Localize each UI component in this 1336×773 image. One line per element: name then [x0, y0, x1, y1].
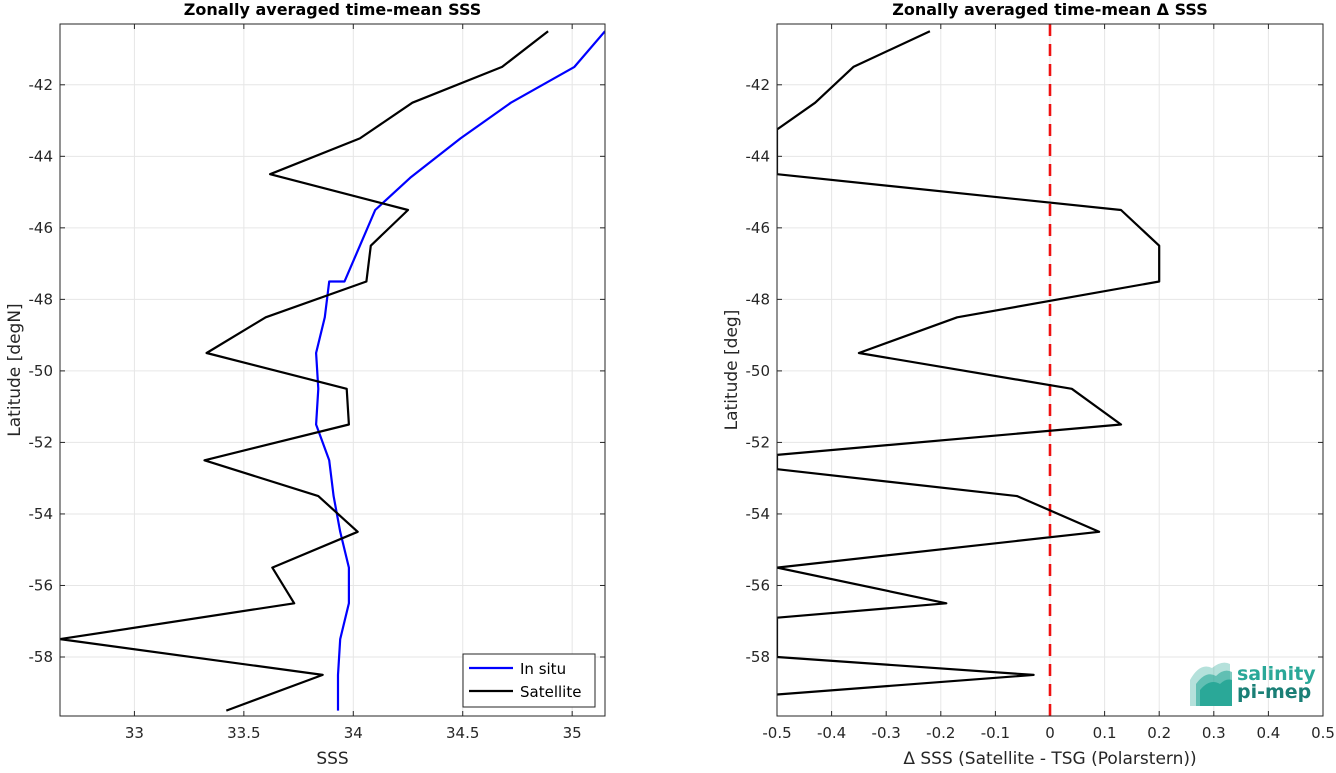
logo-line-2: pi-mep [1237, 681, 1311, 703]
x-tick-label: 0.3 [1202, 724, 1226, 742]
x-tick-label: 35 [563, 724, 582, 742]
legend-label-satellite: Satellite [520, 683, 581, 701]
chart-title: Zonally averaged time-mean Δ SSS [892, 0, 1208, 19]
y-tick-label: -54 [746, 505, 771, 523]
x-tick-label: 0.2 [1147, 724, 1171, 742]
y-tick-label: -58 [29, 648, 54, 666]
y-tick-label: -46 [746, 219, 771, 237]
series-line-in-situ [315, 30, 605, 711]
x-tick-label: 0 [1045, 724, 1055, 742]
y-tick-label: -54 [29, 505, 54, 523]
x-axis-label: SSS [316, 749, 348, 769]
wave-icon [1190, 662, 1232, 706]
x-tick-label: 0.4 [1256, 724, 1280, 742]
legend-box [462, 653, 596, 708]
y-tick-label: -52 [29, 433, 54, 451]
chart-title: Zonally averaged time-mean SSS [184, 0, 482, 19]
x-tick-label: -0.2 [926, 724, 955, 742]
y-axis-label: Latitude [degN] [5, 303, 25, 436]
logo: salinity pi-mep [1190, 662, 1316, 706]
x-tick-label: -0.4 [817, 724, 846, 742]
x-tick-label: 34 [344, 724, 363, 742]
y-tick-label: -56 [746, 576, 771, 594]
panel-delta-sss: -0.5 -0.4 -0.3 -0.2 -0.1 0 0.1 0.2 0.3 0.4 0.5 -58 -… [722, 0, 1335, 769]
y-tick-label: -44 [29, 147, 54, 165]
plot-area [60, 24, 605, 716]
y-tick-label: -48 [746, 290, 771, 308]
y-tick-label: -50 [746, 362, 771, 380]
logo-line-1: salinity [1237, 663, 1316, 685]
y-tick-label: -44 [746, 147, 771, 165]
x-tick-label: 33.5 [227, 724, 260, 742]
y-tick-label: -46 [29, 219, 54, 237]
y-tick-label: -50 [29, 362, 54, 380]
x-tick-label: 0.5 [1311, 724, 1335, 742]
x-tick-label: 0.1 [1093, 724, 1117, 742]
panel-sss: 33 33.5 34 34.5 35 -58 -56 -54 -52 -50 -48 -46 -44 -4… [5, 0, 606, 769]
x-axis-label: Δ SSS (Satellite - TSG (Polarstern)) [903, 749, 1196, 769]
y-axis-label: Latitude [deg] [722, 310, 742, 431]
series-line-delta-sss [777, 30, 1161, 696]
axes-box [59, 23, 606, 717]
y-tick-label: -58 [746, 648, 771, 666]
legend-label-in-situ: In situ [520, 660, 566, 678]
x-tick-label: 34.5 [446, 724, 479, 742]
x-tick-label: 33 [125, 724, 144, 742]
y-tick-label: -42 [29, 76, 54, 94]
legend: In situ Satellite [462, 653, 596, 708]
series-line-satellite [60, 30, 549, 712]
y-tick-label: -48 [29, 290, 54, 308]
x-tick-label: -0.3 [872, 724, 901, 742]
y-tick-label: -42 [746, 76, 771, 94]
x-tick-label: -0.5 [762, 724, 791, 742]
axes-box [776, 23, 1324, 717]
y-tick-label: -56 [29, 576, 54, 594]
y-tick-label: -52 [746, 433, 771, 451]
x-tick-label: -0.1 [981, 724, 1010, 742]
